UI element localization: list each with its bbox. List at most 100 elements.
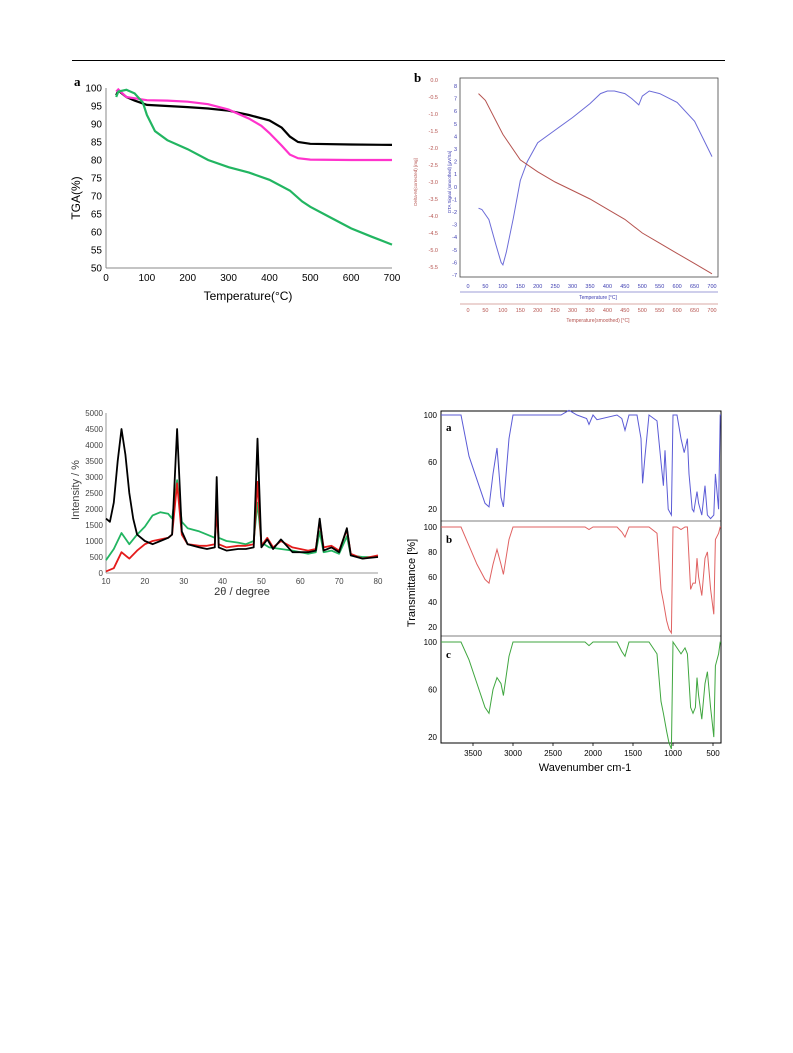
dta-x-tick-label: 650 <box>690 284 699 290</box>
xrd-series-line-2 <box>105 480 379 573</box>
dta-right-tick-label: -4 <box>452 235 457 241</box>
dta-x2-tick-label: 550 <box>655 308 664 314</box>
dta-x-tick-label: 350 <box>585 284 594 290</box>
panel-label-a: a <box>74 74 81 89</box>
dta-right-tick-label: 1 <box>454 172 457 178</box>
ftir-y-tick-label: 60 <box>428 573 437 582</box>
ftir-x-tick-label: 3500 <box>464 749 482 758</box>
dta-x-tick-label: 300 <box>568 284 577 290</box>
dta-x-tick-label: 700 <box>707 284 716 290</box>
ftir-y-axis-label: Transmittance [%] <box>406 539 418 627</box>
tga-y-tick-label: 55 <box>91 246 103 257</box>
dta-x-tick-label: 600 <box>673 284 682 290</box>
dta-left-tick-label: -0.5 <box>429 95 438 101</box>
tga-y-axis-label: TGA(%) <box>69 176 83 219</box>
ftir-chart: Transmittance [%] Wavenumber cm-1 20 60 10… <box>405 403 730 778</box>
ftir-y-tick-label: 20 <box>428 733 437 742</box>
xrd-series-line-3 <box>105 428 379 560</box>
dta-x-tick-label: 200 <box>533 284 542 290</box>
dta-x-tick-label: 250 <box>551 284 560 290</box>
dta-x-tick-label: 400 <box>603 284 612 290</box>
dta-left-axis-label: Delta-M(corrected) [mg] <box>413 158 418 206</box>
tga-svg: a TGA(%) Temperature(°C) 0 100 200 300 400 50… <box>69 74 401 303</box>
dta-right-tick-label: 8 <box>454 84 457 90</box>
dta-x-tick-label: 550 <box>655 284 664 290</box>
xrd-y-axis-label: Intensity / % <box>70 460 82 520</box>
dta-x2-tick-label: 300 <box>568 308 577 314</box>
dta-right-tick-label: 6 <box>454 109 457 115</box>
xrd-series-line-1 <box>105 479 378 561</box>
tga-series-line-1 <box>115 88 393 146</box>
dta-right-tick-label: 0 <box>454 185 457 191</box>
ftir-y-tick-label: 60 <box>428 686 437 695</box>
xrd-x-tick-label: 70 <box>335 577 344 586</box>
ftir-y-tick-label: 20 <box>428 623 437 632</box>
dta-left-tick-label: -3.5 <box>429 197 438 203</box>
xrd-y-tick-label: 4000 <box>85 441 103 450</box>
tga-x-tick-label: 0 <box>103 273 109 284</box>
dta-x-tick-label: 0 <box>466 284 469 290</box>
tga-y-tick-label: 80 <box>91 156 103 167</box>
xrd-y-tick-label: 2000 <box>85 505 103 514</box>
dta-x2-tick-label: 200 <box>533 308 542 314</box>
dta-right-tick-label: -6 <box>452 260 457 266</box>
ftir-x-tick-label: 2000 <box>584 749 602 758</box>
ftir-y-tick-label: 100 <box>424 523 438 532</box>
panel-label-b: b <box>414 70 421 85</box>
xrd-x-tick-label: 50 <box>257 577 266 586</box>
dta-x2-tick-label: 500 <box>638 308 647 314</box>
dta-signal-line <box>478 90 713 267</box>
dta-left-tick-label: -4.0 <box>429 214 438 220</box>
ftir-y-tick-label: 20 <box>428 505 437 514</box>
xrd-x-tick-label: 40 <box>218 577 227 586</box>
tga-y-tick-label: 75 <box>91 174 103 185</box>
dta-x-tick-label: 450 <box>620 284 629 290</box>
xrd-y-tick-label: 3500 <box>85 457 103 466</box>
xrd-x-tick-label: 10 <box>102 577 111 586</box>
xrd-y-tick-label: 1500 <box>85 521 103 530</box>
dta-x2-tick-label: 50 <box>482 308 488 314</box>
dta-x2-tick-label: 350 <box>585 308 594 314</box>
ftir-subplot-label: c <box>446 649 451 661</box>
tga-x-tick-label: 500 <box>302 273 319 284</box>
tga-x-tick-label: 400 <box>261 273 278 284</box>
tga-y-tick-label: 60 <box>91 228 103 239</box>
dta-x2-tick-label: 450 <box>620 308 629 314</box>
xrd-y-tick-label: 4500 <box>85 425 103 434</box>
dta-left-tick-label: -2.0 <box>429 146 438 152</box>
dta-right-tick-label: 4 <box>454 134 457 140</box>
dta-x-tick-label: 100 <box>498 284 507 290</box>
ftir-plot-frame <box>440 410 722 744</box>
tga-y-tick-label: 65 <box>91 210 103 221</box>
ftir-y-tick-label: 100 <box>424 411 438 420</box>
dta-right-tick-label: -7 <box>452 273 457 279</box>
dta-x2-tick-label: 0 <box>466 308 469 314</box>
dta-x2-tick-label: 700 <box>707 308 716 314</box>
tga-x-axis-label: Temperature(°C) <box>204 289 293 303</box>
dta-chart: b Temperature [°C] Temperature(smoothed)… <box>408 70 728 327</box>
dta-right-tick-label: 2 <box>454 160 457 166</box>
xrd-y-tick-label: 500 <box>90 553 104 562</box>
dta-x2-axis-label: Temperature(smoothed) [°C] <box>566 318 630 324</box>
xrd-y-tick-label: 5000 <box>85 409 103 418</box>
dta-right-tick-label: 5 <box>454 122 457 128</box>
tga-series-line-3 <box>115 88 393 246</box>
header-rule <box>72 60 725 61</box>
ftir-x-tick-label: 2500 <box>544 749 562 758</box>
dta-x2-tick-label: 400 <box>603 308 612 314</box>
tga-x-tick-label: 200 <box>179 273 196 284</box>
tga-y-tick-label: 90 <box>91 120 103 131</box>
tga-y-tick-label: 70 <box>91 192 103 203</box>
tga-x-tick-label: 100 <box>139 273 156 284</box>
dta-right-tick-label: -1 <box>452 197 457 203</box>
ftir-x-axis-label: Wavenumber cm-1 <box>539 762 632 774</box>
xrd-x-tick-label: 80 <box>374 577 383 586</box>
dta-plot-frame <box>459 77 719 278</box>
dta-x-tick-label: 50 <box>482 284 488 290</box>
xrd-chart: Intensity / % 2θ / degree 10 20 30 40 50 60 70… <box>70 405 390 605</box>
ftir-x-tick-label: 500 <box>706 749 720 758</box>
dta-left-tick-label: -2.5 <box>429 163 438 169</box>
ftir-y-tick-label: 100 <box>424 638 438 647</box>
dta-left-tick-label: -1.5 <box>429 129 438 135</box>
tga-y-tick-label: 85 <box>91 138 103 149</box>
